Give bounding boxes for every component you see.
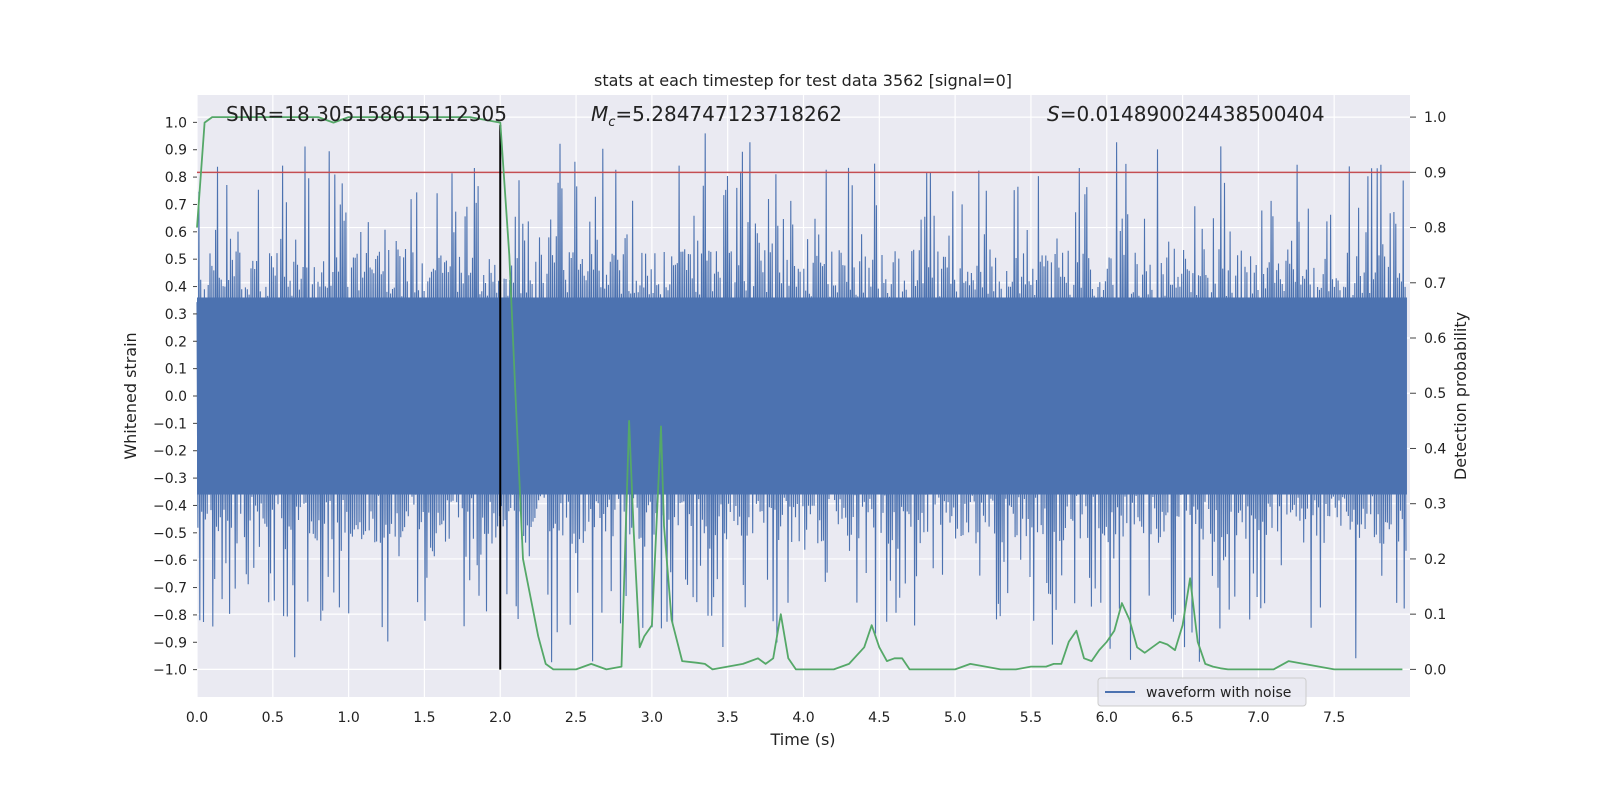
x-tick-label: 4.5 bbox=[868, 710, 890, 726]
y-right-tick-label: 0.0 bbox=[1424, 662, 1446, 678]
y-right-tick-label: 0.9 bbox=[1424, 165, 1446, 181]
legend-label-waveform: waveform with noise bbox=[1146, 685, 1291, 701]
x-tick-label: 5.5 bbox=[1020, 710, 1042, 726]
s-value: =0.014890024438500404 bbox=[1060, 102, 1325, 126]
x-tick-label: 3.5 bbox=[717, 710, 739, 726]
y-right-tick-label: 0.4 bbox=[1424, 441, 1446, 457]
x-tick-label: 1.0 bbox=[337, 710, 359, 726]
chirp-mass-value: =5.284747123718262 bbox=[615, 102, 842, 126]
y-right-axis-label: Detection probability bbox=[1451, 312, 1470, 480]
s-annotation: S=0.014890024438500404 bbox=[1047, 102, 1325, 126]
x-tick-label: 6.5 bbox=[1171, 710, 1193, 726]
chirp-mass-annotation: Mc=5.284747123718262 bbox=[591, 102, 842, 130]
snr-annotation: SNR=18.305158615112305 bbox=[226, 102, 507, 126]
y-tick-label: 0.8 bbox=[165, 170, 187, 186]
s-symbol: S bbox=[1047, 102, 1060, 126]
y-right-tick-label: 0.8 bbox=[1424, 221, 1446, 237]
x-tick-label: 1.5 bbox=[413, 710, 435, 726]
y-right-tick-label: 0.7 bbox=[1424, 276, 1446, 292]
y-tick-label: −0.3 bbox=[153, 471, 187, 487]
y-right-tick-label: 0.3 bbox=[1424, 497, 1446, 513]
chirp-mass-subscript: c bbox=[608, 115, 615, 130]
y-right-tick-label: 0.5 bbox=[1424, 386, 1446, 402]
y-tick-label: 0.1 bbox=[165, 362, 187, 378]
y-tick-label: −0.5 bbox=[153, 526, 187, 542]
y-tick-label: 0.3 bbox=[165, 307, 187, 323]
y-tick-label: 0.0 bbox=[165, 389, 187, 405]
y-tick-label: 0.4 bbox=[165, 280, 187, 296]
detection-probability-line bbox=[196, 116, 1403, 671]
y-tick-label: −0.6 bbox=[153, 553, 187, 569]
y-tick-label: −0.8 bbox=[153, 608, 187, 624]
y-tick-label: 0.6 bbox=[165, 225, 187, 241]
y-tick-label: −0.2 bbox=[153, 444, 187, 460]
x-tick-label: 0.0 bbox=[186, 710, 208, 726]
x-axis-label: Time (s) bbox=[769, 730, 835, 749]
legend-box bbox=[1097, 677, 1307, 707]
chart-title: stats at each timestep for test data 356… bbox=[594, 71, 1012, 90]
ticks-layer: 0.0 0.5 1.0 1.5 2.0 2.5 3.0 3.5 4.0 4.5 5.0 5.5 6.0 6… bbox=[153, 110, 1446, 726]
y-tick-label: −0.4 bbox=[153, 498, 187, 514]
y-right-tick-label: 0.6 bbox=[1424, 331, 1446, 347]
y-axis-label: Whitened strain bbox=[121, 332, 140, 459]
x-tick-label: 2.0 bbox=[489, 710, 511, 726]
legend: waveform with noise bbox=[1097, 677, 1307, 707]
y-tick-label: −0.9 bbox=[153, 635, 187, 651]
waveform-core bbox=[197, 297, 1407, 495]
y-tick-label: −0.1 bbox=[153, 416, 187, 432]
y-tick-label: 1.0 bbox=[165, 115, 187, 131]
y-tick-label: −0.7 bbox=[153, 581, 187, 597]
x-tick-label: 3.0 bbox=[641, 710, 663, 726]
x-tick-label: 2.5 bbox=[565, 710, 587, 726]
y-right-tick-label: 0.1 bbox=[1424, 607, 1446, 623]
x-tick-label: 7.5 bbox=[1323, 710, 1345, 726]
y-right-tick-label: 1.0 bbox=[1424, 110, 1446, 126]
x-tick-label: 7.0 bbox=[1247, 710, 1269, 726]
chirp-mass-symbol: M bbox=[591, 102, 608, 126]
overlay-layer bbox=[196, 116, 1410, 671]
y-tick-label: −1.0 bbox=[153, 663, 187, 679]
x-tick-label: 0.5 bbox=[262, 710, 284, 726]
y-tick-label: 0.2 bbox=[165, 334, 187, 350]
y-tick-label: 0.7 bbox=[165, 197, 187, 213]
x-tick-label: 5.0 bbox=[944, 710, 966, 726]
x-tick-label: 4.0 bbox=[792, 710, 814, 726]
y-tick-label: 0.5 bbox=[165, 252, 187, 268]
y-tick-label: 0.9 bbox=[165, 143, 187, 159]
waveform-series bbox=[196, 133, 1407, 663]
x-tick-label: 6.0 bbox=[1096, 710, 1118, 726]
y-right-tick-label: 0.2 bbox=[1424, 552, 1446, 568]
